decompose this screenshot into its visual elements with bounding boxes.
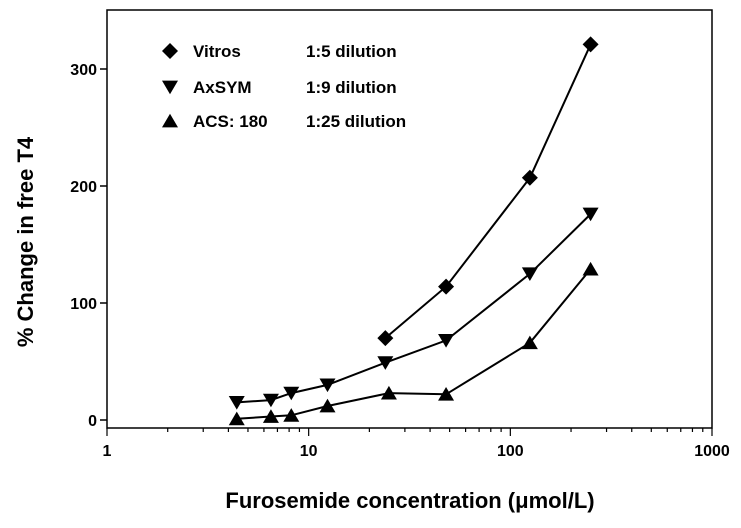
y-tick-label: 100 (70, 296, 97, 313)
data-point (582, 261, 599, 276)
legend-label: ACS: 180 (193, 112, 268, 131)
legend-marker (162, 43, 178, 59)
data-point (582, 36, 599, 53)
data-point (319, 378, 336, 393)
legend-label: Vitros (193, 42, 241, 61)
series-triangle-up (228, 261, 599, 426)
data-point (521, 335, 538, 350)
x-tick-label: 100 (497, 443, 524, 460)
data-point (262, 409, 279, 423)
data-point (438, 387, 455, 401)
data-point (438, 334, 455, 348)
data-point (228, 411, 245, 426)
x-tick-label: 1000 (694, 443, 730, 460)
data-point (521, 169, 538, 186)
data-point (283, 386, 300, 401)
series-line (236, 213, 592, 404)
legend-dilution: 1:25 dilution (306, 112, 406, 131)
axes: 0 100 200 300 1 10 100 1000 (70, 9, 730, 460)
x-tick-label: 10 (300, 443, 318, 460)
data-point (377, 356, 394, 370)
legend: Vitros 1:5 dilution AxSYM 1:9 dilution ACS: … (162, 42, 406, 131)
series-layer (228, 36, 599, 426)
x-axis-title: Furosemide concentration (μmol/L) (225, 488, 594, 513)
legend-dilution: 1:9 dilution (306, 78, 397, 97)
data-point (380, 385, 397, 400)
data-point (283, 408, 300, 422)
series-diamond (377, 36, 599, 347)
y-tick-label: 200 (70, 179, 97, 196)
data-point (521, 267, 538, 281)
y-tick-label: 0 (88, 413, 97, 430)
legend-label: AxSYM (193, 78, 252, 97)
data-point (319, 398, 336, 413)
data-point (377, 330, 394, 347)
data-point (582, 207, 599, 222)
data-point (262, 393, 279, 408)
series-line (384, 43, 592, 339)
y-tick-label: 300 (70, 62, 97, 79)
legend-marker (162, 80, 178, 95)
x-tick-label: 1 (103, 443, 112, 460)
series-triangle-down (228, 207, 599, 410)
legend-dilution: 1:5 dilution (306, 42, 397, 61)
legend-marker (162, 113, 178, 128)
data-point (438, 278, 455, 295)
data-point (228, 396, 245, 410)
plot-frame (106, 9, 713, 429)
y-axis-title: % Change in free T4 (13, 136, 38, 347)
